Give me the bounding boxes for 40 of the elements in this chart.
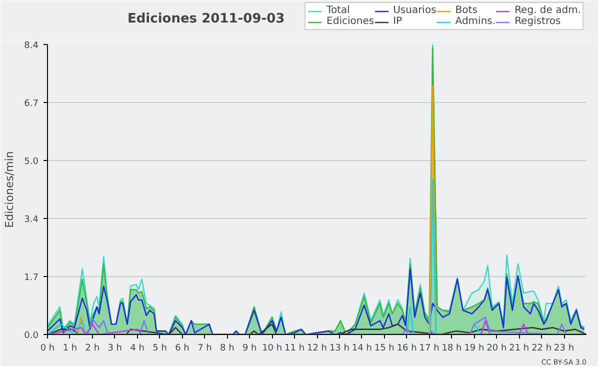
x-tick-label: 22 h <box>532 344 552 354</box>
x-tick-label: 5 h <box>152 344 167 354</box>
x-tick-label: 23 h <box>554 344 574 354</box>
legend-label: Usuarios <box>393 5 436 16</box>
x-tick-label: 11 h <box>284 344 305 354</box>
y-tick-label: 5.0 <box>24 157 39 167</box>
x-tick-label: 2 h <box>85 344 100 354</box>
x-tick-label: 18 h <box>442 344 462 354</box>
x-tick-label: 4 h <box>130 344 144 354</box>
legend-label: Registros <box>514 16 561 27</box>
legend-label: Total <box>326 5 350 16</box>
x-tick-label: 15 h <box>374 344 394 354</box>
x-tick-label: 16 h <box>396 344 417 354</box>
chart-title: Ediciones 2011-09-03 <box>128 12 285 26</box>
y-tick-label: 6.7 <box>24 99 39 109</box>
legend-label: Reg. de adm. <box>514 5 581 16</box>
x-tick-label: 1 h <box>62 344 78 354</box>
y-tick-label: 1.7 <box>24 273 39 283</box>
x-tick-label: 20 h <box>486 344 507 354</box>
x-tick-label: 19 h <box>464 344 484 354</box>
x-tick-label: 17 h <box>419 344 440 354</box>
legend-label: Bots <box>455 5 478 16</box>
x-tick-label: 12 h <box>306 344 328 354</box>
y-tick-label: 3.4 <box>24 215 39 225</box>
legend-label: IP <box>393 16 404 27</box>
y-tick-label: 0.0 <box>24 331 39 341</box>
x-tick-label: 13 h <box>329 344 350 354</box>
x-tick-label: 21 h <box>509 344 530 354</box>
x-tick-label: 0 h <box>40 344 55 354</box>
legend-label: Ediciones <box>326 16 374 27</box>
legend-label: Admins. <box>455 16 496 27</box>
x-tick-label: 7 h <box>198 344 212 354</box>
x-tick-label: 6 h <box>175 344 190 354</box>
x-tick-label: 14 h <box>352 344 372 354</box>
y-axis-title: Ediciones/min <box>3 151 16 228</box>
x-tick-label: 3 h <box>108 344 122 354</box>
x-tick-label: 9 h <box>242 344 257 354</box>
y-tick-label: 8.4 <box>24 41 39 51</box>
x-tick-label: 8 h <box>220 344 234 354</box>
x-tick-label: 10 h <box>262 344 282 354</box>
